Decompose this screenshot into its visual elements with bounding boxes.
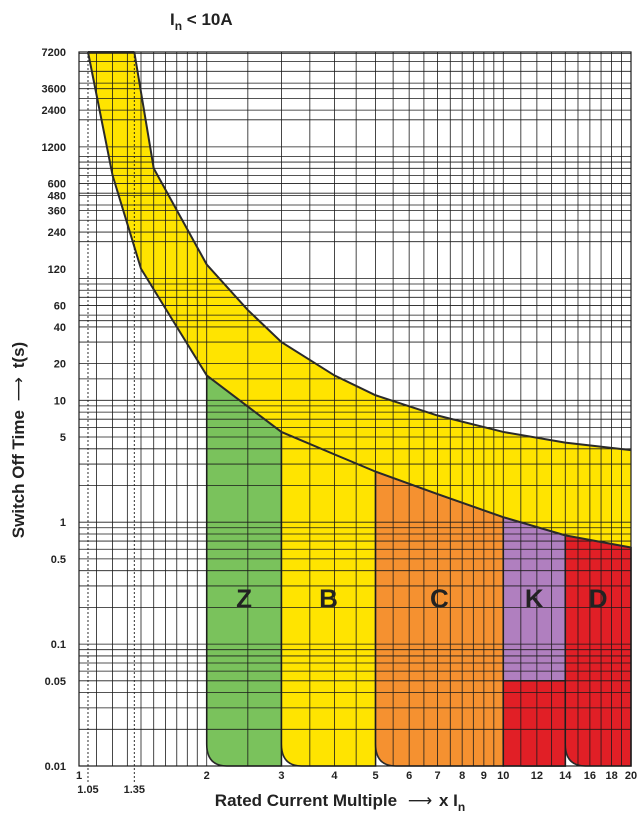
grid-layer — [78, 51, 632, 784]
x-tick-label: 16 — [584, 770, 596, 782]
y-tick-label: 3600 — [42, 84, 66, 96]
zone-label-b: B — [319, 583, 338, 613]
y-tick-label: 1 — [60, 517, 66, 529]
y-tick-label: 10 — [54, 395, 66, 407]
chart-title: In < 10A — [170, 10, 233, 33]
tick-labels-layer: 1 2 3 4 5 6 7 8 9 10 12 14 16 18 201.05 1.3572003600240… — [42, 47, 638, 796]
x-tick-label: 2 — [204, 770, 210, 782]
x-tick-label: 1 — [76, 770, 82, 782]
x-tick-label-reference: 1.35 — [124, 784, 145, 796]
x-axis-arrow: ⟶ — [408, 791, 432, 810]
y-tick-label: 40 — [54, 322, 66, 334]
y-axis-unit: t(s) — [9, 342, 28, 368]
y-tick-label: 1200 — [42, 142, 66, 154]
zone-label-d: D — [589, 583, 608, 613]
x-axis-unit: x I — [439, 791, 458, 810]
x-tick-label: 8 — [459, 770, 465, 782]
x-tick-label: 6 — [406, 770, 412, 782]
y-tick-label: 0.1 — [51, 639, 66, 651]
y-axis-title: Switch Off Time ⟶ t(s) — [9, 342, 28, 538]
y-axis-label: Switch Off Time — [9, 410, 28, 538]
y-tick-label: 7200 — [42, 47, 66, 59]
x-axis-label: Rated Current Multiple — [215, 791, 397, 810]
x-tick-label: 20 — [625, 770, 637, 782]
x-tick-label: 5 — [372, 770, 378, 782]
lower-trip-curve — [87, 51, 632, 549]
zone-label-c: C — [430, 583, 449, 613]
x-tick-label: 10 — [497, 770, 509, 782]
x-tick-label: 18 — [605, 770, 617, 782]
x-axis-title: Rated Current Multiple ⟶ x In — [215, 791, 465, 814]
upper-trip-curve — [133, 51, 632, 452]
x-tick-label: 9 — [481, 770, 487, 782]
y-tick-label: 120 — [48, 264, 66, 276]
x-tick-label-reference: 1.05 — [77, 784, 98, 796]
y-tick-label: 2400 — [42, 105, 66, 117]
zone-d-area — [564, 534, 632, 767]
y-tick-label: 60 — [54, 300, 66, 312]
zone-label-z: Z — [236, 583, 252, 613]
y-tick-label: 240 — [48, 227, 66, 239]
y-tick-label: 600 — [48, 179, 66, 191]
svg-text:Rated Current Multiple ⟶: Rated Current Multiple ⟶ x In — [215, 791, 465, 814]
zones-layer — [205, 373, 632, 767]
y-tick-label: 5 — [60, 432, 66, 444]
y-tick-label: 360 — [48, 206, 66, 218]
curves-layer — [87, 51, 632, 549]
x-tick-label: 14 — [559, 770, 572, 782]
y-tick-label: 0.05 — [45, 676, 66, 688]
plot-frame — [78, 51, 632, 767]
y-tick-label: 20 — [54, 359, 66, 371]
y-axis-arrow: ⟶ — [9, 377, 28, 401]
y-tick-label: 0.5 — [51, 554, 66, 566]
x-tick-label: 7 — [434, 770, 440, 782]
y-tick-label: 480 — [48, 190, 66, 202]
x-tick-label: 3 — [278, 770, 284, 782]
y-tick-label: 0.01 — [45, 761, 66, 773]
svg-text:Switch Off Time ⟶: Switch Off Time ⟶ t(s) — [9, 342, 28, 538]
x-tick-label: 4 — [331, 770, 338, 782]
zone-k-lower-area — [502, 679, 567, 767]
x-tick-label: 12 — [531, 770, 543, 782]
zone-label-k: K — [525, 583, 544, 613]
